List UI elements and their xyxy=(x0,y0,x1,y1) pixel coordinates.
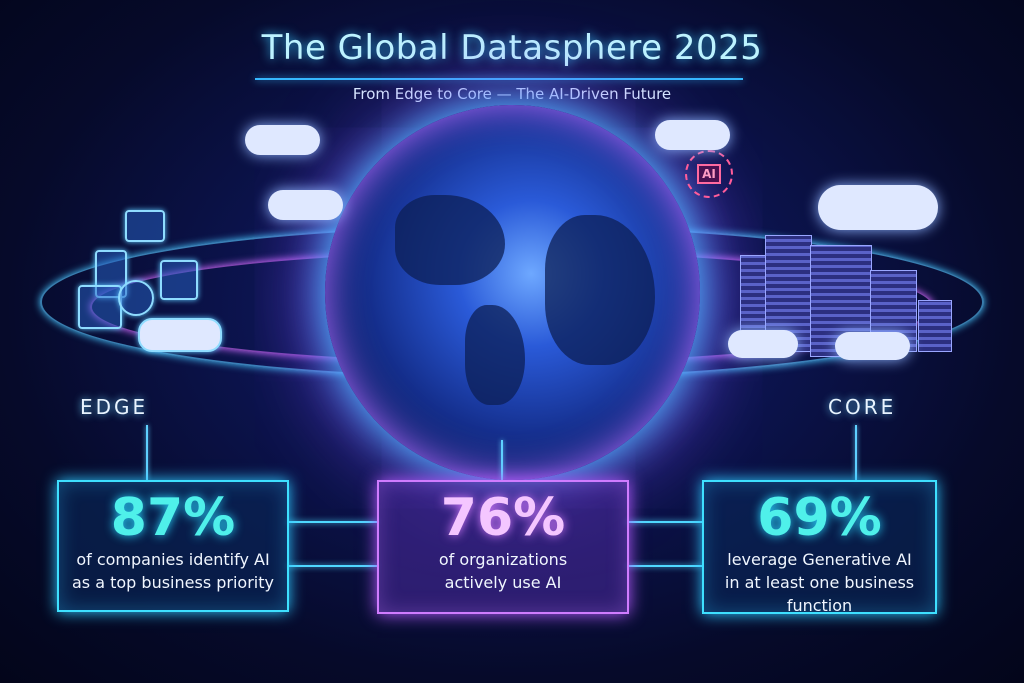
stat-card-organizations: 76% of organizations actively use AI xyxy=(377,480,629,614)
car-icon xyxy=(138,318,222,352)
stat-description: in at least one business function xyxy=(724,573,915,615)
page-subtitle: From Edge to Core — The AI-Driven Future xyxy=(352,85,672,103)
stat-description: of organizations xyxy=(438,550,568,569)
server-rack-icon xyxy=(918,300,952,352)
edge-label: EDGE xyxy=(80,395,149,419)
connector-line xyxy=(627,565,702,567)
stat-description: of companies identify AI xyxy=(76,550,270,569)
connector-line xyxy=(627,521,702,523)
ai-chip-label: AI xyxy=(697,164,721,184)
cloud-icon xyxy=(818,185,938,230)
title-divider xyxy=(255,78,743,80)
connector-line xyxy=(855,425,857,480)
stat-description: leverage Generative AI xyxy=(727,550,912,569)
stat-card-companies: 87% of companies identify AI as a top bu… xyxy=(57,480,289,612)
stat-value: 76% xyxy=(440,488,566,548)
stat-value: 69% xyxy=(757,488,882,548)
stat-description: actively use AI xyxy=(444,573,562,592)
cloud-icon xyxy=(268,190,343,220)
cloud-icon xyxy=(655,120,730,150)
page-title: The Global Datasphere 2025 xyxy=(261,28,763,68)
globe-illustration xyxy=(325,105,700,480)
stat-value: 87% xyxy=(110,488,236,548)
connector-line xyxy=(146,425,148,480)
stat-description: as a top business priority xyxy=(72,573,274,592)
monitor-icon xyxy=(125,210,165,242)
continent xyxy=(395,195,505,285)
connector-line xyxy=(501,440,503,480)
continent xyxy=(465,305,525,405)
continent xyxy=(545,215,655,365)
cloud-icon xyxy=(245,125,320,155)
watch-icon xyxy=(118,280,154,316)
cloud-icon xyxy=(835,332,910,360)
cloud-icon xyxy=(728,330,798,358)
laptop-icon xyxy=(78,285,122,329)
core-label: CORE xyxy=(828,395,897,419)
connector-line xyxy=(287,565,377,567)
ai-chip-icon: AI xyxy=(685,150,733,198)
connector-line xyxy=(287,521,377,523)
tablet-icon xyxy=(160,260,198,300)
stat-card-generative-ai: 69% leverage Generative AI in at least o… xyxy=(702,480,937,615)
